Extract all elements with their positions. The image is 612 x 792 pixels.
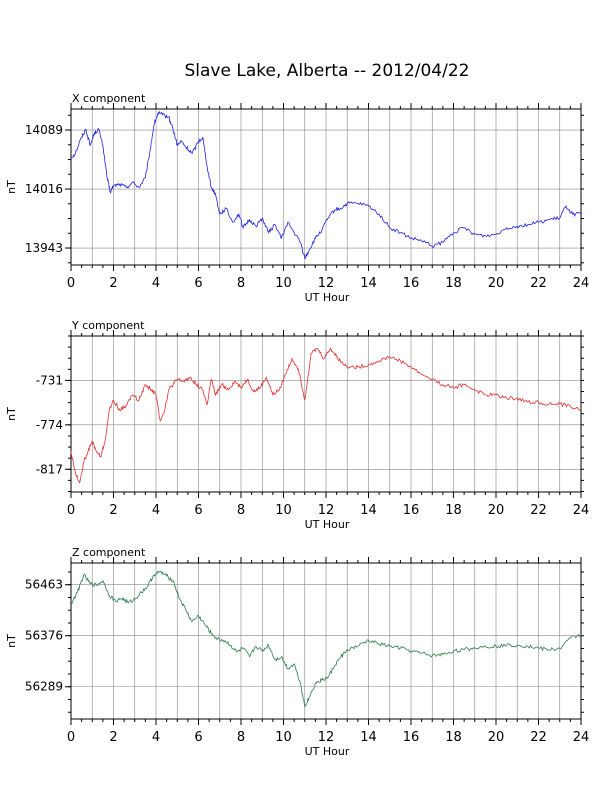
x-tick-label: 0 xyxy=(67,503,75,518)
x-tick-label: 8 xyxy=(237,503,245,518)
x-tick-label: 18 xyxy=(445,276,462,291)
x-tick-label: 4 xyxy=(152,276,160,291)
y-axis-label: nT xyxy=(5,180,18,194)
y-tick-label: 14089 xyxy=(25,123,63,137)
x-tick-label: 24 xyxy=(573,730,590,745)
panel-title: X component xyxy=(72,92,146,105)
x-tick-label: 8 xyxy=(237,730,245,745)
x-tick-label: 14 xyxy=(360,730,377,745)
x-axis-label: UT Hour xyxy=(305,745,350,758)
series-line xyxy=(70,347,582,484)
x-tick-label: 2 xyxy=(109,276,117,291)
x-tick-label: 24 xyxy=(573,503,590,518)
x-tick-label: 22 xyxy=(530,276,547,291)
y-axis-label: nT xyxy=(5,407,18,421)
x-tick-label: 24 xyxy=(573,276,590,291)
series-line xyxy=(70,570,582,708)
x-tick-label: 12 xyxy=(318,276,335,291)
x-tick-label: 20 xyxy=(488,276,505,291)
x-tick-label: 4 xyxy=(152,730,160,745)
panel-title: Y component xyxy=(71,319,145,332)
x-tick-label: 10 xyxy=(275,276,292,291)
x-tick-label: 18 xyxy=(445,503,462,518)
x-tick-label: 6 xyxy=(194,503,202,518)
x-axis-label: UT Hour xyxy=(305,291,350,304)
x-tick-label: 20 xyxy=(488,730,505,745)
x-tick-label: 6 xyxy=(194,276,202,291)
y-tick-label: 56376 xyxy=(25,629,63,643)
x-tick-label: 0 xyxy=(67,276,75,291)
y-tick-label: -731 xyxy=(36,373,63,387)
y-tick-label: -817 xyxy=(36,462,63,476)
x-tick-label: 8 xyxy=(237,276,245,291)
x-tick-label: 6 xyxy=(194,730,202,745)
x-tick-label: 14 xyxy=(360,503,377,518)
y-tick-label: 13943 xyxy=(25,241,63,255)
x-tick-label: 22 xyxy=(530,503,547,518)
x-tick-label: 14 xyxy=(360,276,377,291)
y-axis-label: nT xyxy=(5,634,18,648)
panel-title: Z component xyxy=(72,546,146,559)
y-tick-label: -774 xyxy=(36,418,63,432)
y-tick-label: 56463 xyxy=(25,578,63,592)
x-tick-label: 10 xyxy=(275,730,292,745)
chart-title: Slave Lake, Alberta -- 2012/04/22 xyxy=(185,61,470,81)
x-tick-label: 4 xyxy=(152,503,160,518)
x-tick-label: 2 xyxy=(109,730,117,745)
x-tick-label: 2 xyxy=(109,503,117,518)
x-axis-label: UT Hour xyxy=(305,518,350,531)
x-tick-label: 12 xyxy=(318,503,335,518)
x-tick-label: 12 xyxy=(318,730,335,745)
x-tick-label: 22 xyxy=(530,730,547,745)
y-tick-label: 14016 xyxy=(25,182,63,196)
y-tick-label: 56289 xyxy=(25,680,63,694)
x-tick-label: 10 xyxy=(275,503,292,518)
x-tick-label: 16 xyxy=(403,503,420,518)
x-tick-label: 20 xyxy=(488,503,505,518)
x-tick-label: 16 xyxy=(403,276,420,291)
x-tick-label: 16 xyxy=(403,730,420,745)
series-line xyxy=(70,110,582,259)
x-tick-label: 18 xyxy=(445,730,462,745)
x-tick-label: 0 xyxy=(67,730,75,745)
